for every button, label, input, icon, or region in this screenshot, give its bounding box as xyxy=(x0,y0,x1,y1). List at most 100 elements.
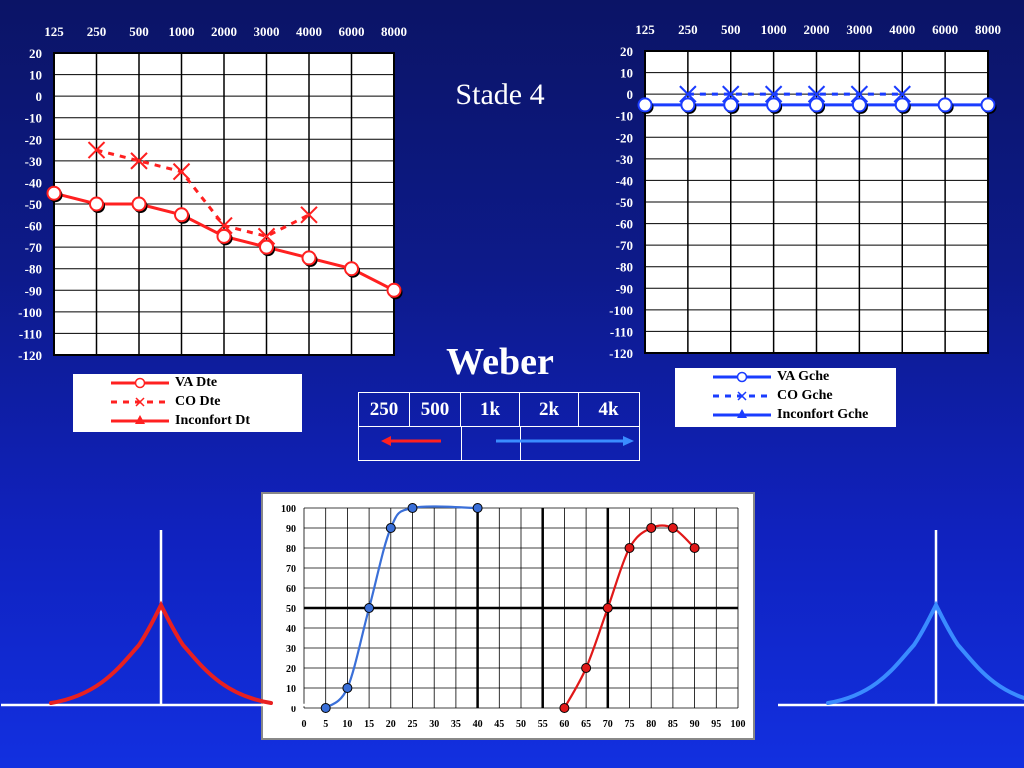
x-tick-label: 2000 xyxy=(211,24,237,39)
y-tick-label: 70 xyxy=(286,564,296,575)
weber-freq-header: 500 xyxy=(410,393,461,426)
legend-item: VA Dte xyxy=(73,374,302,392)
data-point-va-gche xyxy=(809,97,824,113)
x-stroke xyxy=(893,85,911,103)
data-point-va-dte xyxy=(174,207,189,223)
data-point-co-dte xyxy=(257,227,276,246)
y-tick-label: -10 xyxy=(616,109,633,124)
x-tick-label: 8000 xyxy=(975,22,1001,37)
x-tick-label: 0 xyxy=(302,719,307,730)
y-tick-label: -100 xyxy=(609,303,633,318)
x-tick-label: 90 xyxy=(690,719,700,730)
data-point xyxy=(689,543,700,553)
x-tick-label: 250 xyxy=(678,22,698,37)
x-tick-label: 4000 xyxy=(889,22,915,37)
y-tick-label: -70 xyxy=(25,240,42,255)
x-tick-label: 15 xyxy=(364,719,374,730)
legend-symbols xyxy=(713,371,771,418)
x-tick-label: 60 xyxy=(559,719,569,730)
x-tick-label: 8000 xyxy=(381,24,407,39)
y-tick-label: -30 xyxy=(616,152,633,167)
x-tick-label: 125 xyxy=(635,22,655,37)
left-arrow-head xyxy=(381,436,391,446)
x-tick-label: 10 xyxy=(342,719,352,730)
x-tick-label: 125 xyxy=(44,24,64,39)
x-tick-label: 500 xyxy=(129,24,149,39)
y-tick-label: -50 xyxy=(25,197,42,212)
y-tick-label: -120 xyxy=(609,346,633,361)
data-point-va-gche xyxy=(980,97,996,113)
y-tick-label: -80 xyxy=(25,262,42,277)
legend-circle-marker xyxy=(134,377,146,389)
y-tick-label: -120 xyxy=(18,348,42,363)
x-stroke xyxy=(130,152,148,170)
x-tick-label: 45 xyxy=(494,719,504,730)
y-tick-label: 10 xyxy=(29,68,42,83)
data-point xyxy=(407,503,418,513)
x-tick-label: 85 xyxy=(668,719,678,730)
x-tick-label: 2000 xyxy=(804,22,830,37)
x-tick-label: 20 xyxy=(386,719,396,730)
data-point-va-dte xyxy=(46,185,62,201)
legend-item: CO Gche xyxy=(675,387,896,405)
data-point xyxy=(667,523,678,533)
legend-label: VA Gche xyxy=(777,369,830,384)
y-tick-label: 20 xyxy=(620,44,633,59)
y-tick-label: -60 xyxy=(616,217,633,232)
weber-peak-figures xyxy=(1,530,1024,707)
y-tick-label: -10 xyxy=(25,111,42,126)
data-point-co-gche xyxy=(807,85,826,103)
series-line-co-dte xyxy=(96,148,310,238)
x-tick-label: 30 xyxy=(429,719,439,730)
x-tick-label: 4000 xyxy=(296,24,322,39)
data-point-va-dte xyxy=(386,282,402,298)
legend-x-marker xyxy=(135,397,145,407)
data-point-va-gche xyxy=(680,97,696,113)
y-tick-label: 30 xyxy=(286,644,296,655)
x-stroke xyxy=(807,85,826,103)
y-tick-label: 90 xyxy=(286,524,296,535)
weber-title: Weber xyxy=(446,341,554,383)
x-tick-label: 50 xyxy=(516,719,526,730)
legend-triangle-marker xyxy=(737,409,747,418)
weber-freq-header: 2k xyxy=(520,393,579,426)
x-stroke xyxy=(850,85,869,103)
y-tick-label: -40 xyxy=(616,173,633,188)
data-point-va-gche xyxy=(894,97,910,113)
x-stroke xyxy=(257,227,276,246)
x-stroke xyxy=(722,85,740,103)
audiogram-left: 125 250 500 1000 2000 3000 4000 6000 8000 20 10 0 -1… xyxy=(609,22,1001,361)
x-tick-label: 40 xyxy=(473,719,483,730)
data-point-co-gche xyxy=(893,85,911,103)
data-point-co-dte xyxy=(130,152,148,170)
legend-label: CO Gche xyxy=(777,388,833,403)
x-stroke xyxy=(764,85,783,103)
y-tick-label: -100 xyxy=(18,305,42,320)
data-point-co-gche xyxy=(850,85,869,103)
data-point-va-gche xyxy=(637,97,653,113)
legend-label: CO Dte xyxy=(175,394,221,409)
x-tick-label: 65 xyxy=(581,719,591,730)
chart-panel xyxy=(261,492,755,740)
x-stroke xyxy=(215,216,233,235)
x-stroke xyxy=(300,206,318,224)
y-tick-label: 40 xyxy=(286,624,296,635)
legend-left: VA Gche CO Gche Inconfort Gche xyxy=(675,368,896,427)
legend-label: Inconfort Gche xyxy=(777,407,869,422)
y-tick-label: 0 xyxy=(627,87,634,102)
legend-item: VA Gche xyxy=(675,368,896,386)
data-point xyxy=(602,603,613,613)
data-point-va-dte xyxy=(344,261,359,277)
data-point xyxy=(342,683,353,693)
weber-freq-header: 4k xyxy=(598,399,619,420)
data-point-va-dte xyxy=(131,196,147,212)
x-tick-label: 5 xyxy=(323,719,328,730)
y-tick-label: -110 xyxy=(610,324,633,339)
y-tick-label: 0 xyxy=(36,89,43,104)
legend-triangle-marker xyxy=(135,415,145,424)
legend-label: Inconfort Dt xyxy=(175,413,251,428)
legend-item: CO Dte xyxy=(73,393,302,411)
y-tick-label: 20 xyxy=(29,46,42,61)
y-tick-label: 100 xyxy=(281,504,296,515)
data-point xyxy=(385,523,396,533)
